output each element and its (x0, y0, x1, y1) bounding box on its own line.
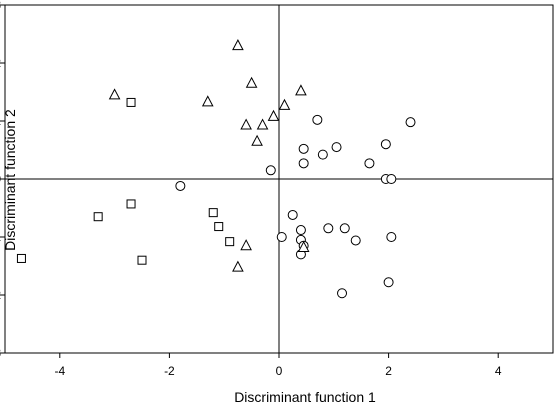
square-point (137, 255, 147, 265)
square-point (16, 253, 26, 263)
triangle-point (201, 95, 214, 107)
circle-point (265, 165, 276, 176)
square-point (214, 222, 224, 232)
x-axis-title: Discriminant function 1 (234, 389, 376, 405)
triangle-point (278, 98, 291, 110)
circle-point (364, 158, 375, 169)
square-point (126, 199, 136, 209)
x-tick-label: -2 (164, 364, 175, 378)
triangle-point (251, 134, 263, 146)
circle-point (287, 209, 298, 220)
triangle-point (240, 118, 252, 130)
circle-point (405, 117, 416, 128)
y-tick-label: 0 (0, 172, 1, 186)
circle-point (337, 288, 348, 299)
y-tick-label: 3 (0, 0, 1, 12)
axis-ticks: -4 -2 0 2 4 -3 -2 -1 0 1 2 3 (0, 0, 502, 378)
circle-point (323, 223, 334, 234)
reference-lines (5, 5, 553, 353)
triangle-point (232, 260, 244, 272)
y-axis-title: Discriminant function 2 (2, 109, 18, 251)
triangle-point (232, 39, 244, 51)
triangle-point (245, 76, 258, 88)
triangle-point (256, 118, 269, 130)
triangle-point (108, 88, 121, 100)
circle-point (339, 223, 350, 234)
circle-point (380, 139, 391, 150)
y-tick-label: -3 (0, 346, 1, 360)
square-point (93, 212, 103, 222)
x-tick-label: 2 (385, 364, 392, 378)
data-points (16, 39, 416, 299)
circle-point (295, 225, 306, 236)
circle-point (312, 114, 323, 125)
circle-point (298, 143, 309, 154)
triangle-point (267, 109, 280, 121)
x-tick-label: 0 (276, 364, 283, 378)
circle-point (317, 149, 328, 160)
triangle-point (297, 240, 310, 252)
y-tick-label: 1 (0, 114, 1, 128)
circle-point (331, 142, 342, 153)
square-point (126, 97, 136, 107)
triangle-point (295, 84, 307, 96)
y-tick-label: 2 (0, 56, 1, 70)
circle-point (350, 235, 361, 246)
circle-point (386, 232, 397, 242)
circle-point (175, 180, 186, 191)
square-point (225, 237, 235, 247)
circle-point (386, 174, 397, 184)
x-tick-label: -4 (54, 364, 65, 378)
x-tick-label: 4 (495, 364, 502, 378)
square-point (208, 208, 218, 218)
y-tick-label: -2 (0, 288, 1, 302)
circle-point (276, 232, 287, 242)
circle-point (383, 277, 394, 288)
circle-point (298, 158, 309, 169)
y-tick-label: -1 (0, 230, 1, 244)
triangle-point (240, 239, 252, 251)
